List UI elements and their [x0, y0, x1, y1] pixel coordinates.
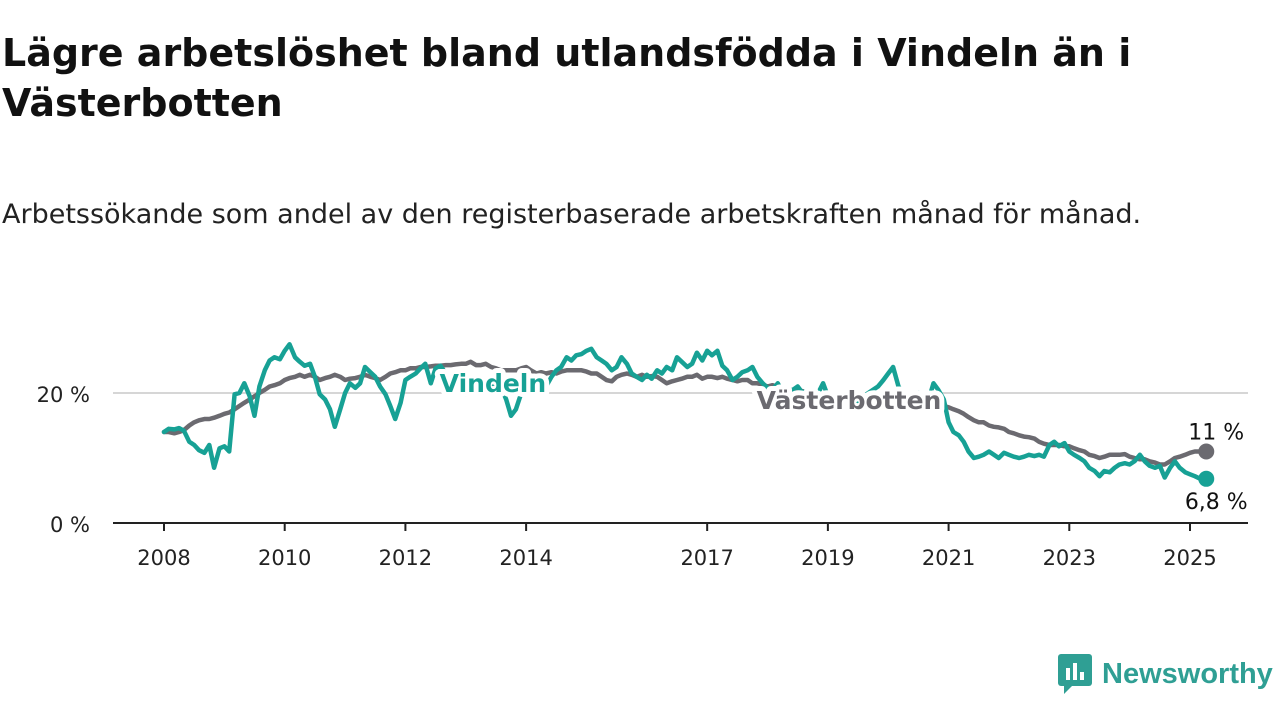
x-tick-label: 2025 — [1163, 546, 1216, 570]
newsworthy-logo-icon — [1058, 654, 1092, 694]
series-name-label: Vindeln — [440, 369, 547, 398]
x-tick-label: 2008 — [137, 546, 190, 570]
y-tick-label: 20 % — [37, 383, 90, 407]
x-tick-label: 2012 — [379, 546, 432, 570]
x-tick-label: 2014 — [499, 546, 552, 570]
brand-logo[interactable]: Newsworthy — [1058, 654, 1273, 694]
chart-title: Lägre arbetslöshet bland utlandsfödda i … — [2, 31, 1132, 125]
chart-subtitle: Arbetssökande som andel av den registerb… — [2, 199, 1142, 230]
series-line-vindeln — [161, 342, 1203, 482]
x-tick-label: 2023 — [1043, 546, 1096, 570]
x-tick-label: 2010 — [258, 546, 311, 570]
x-tick-label: 2021 — [922, 546, 975, 570]
end-value-label: 6,8 % — [1185, 490, 1248, 515]
series-line-v-sterbotten — [161, 359, 1203, 467]
x-tick-label: 2017 — [680, 546, 733, 570]
end-marker — [1198, 470, 1215, 487]
series-labels: 11 % 6,8 % Vindeln Västerbotten — [435, 364, 1248, 515]
axes: 0 % 20 % 2008 2010 2012 2014 2017 2019 2021 2023 2… — [37, 383, 1248, 570]
x-tick-label: 2019 — [801, 546, 854, 570]
series — [161, 342, 1203, 482]
end-value-label: 11 % — [1188, 421, 1244, 446]
brand-name: Newsworthy — [1102, 657, 1273, 690]
end-marker — [1198, 443, 1215, 460]
y-tick-label: 0 % — [50, 513, 90, 537]
series-name-label: Västerbotten — [757, 386, 942, 415]
